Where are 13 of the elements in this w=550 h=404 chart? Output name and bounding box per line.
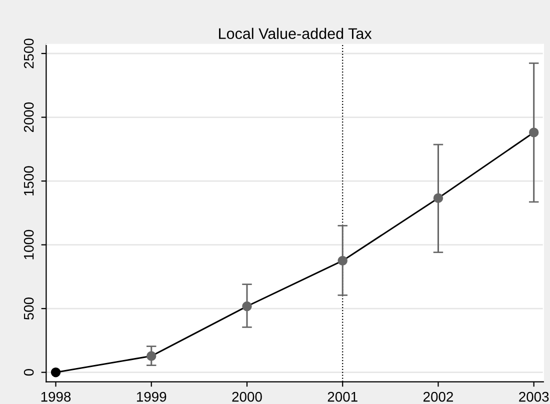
chart-title: Local Value-added Tax: [219, 28, 372, 40]
x-tick-label: 1998: [41, 392, 71, 402]
x-tick-label: 2002: [423, 392, 453, 402]
y-tick-label: 2500: [24, 38, 34, 68]
x-tick-label: 2003: [519, 392, 549, 402]
y-tick-label: 2000: [24, 102, 34, 132]
x-tick-label: 2000: [232, 392, 262, 402]
x-tick-label: 1999: [136, 392, 166, 402]
y-tick-label: 0: [24, 369, 34, 376]
y-tick-label: 1500: [24, 166, 34, 196]
y-tick-label: 500: [24, 298, 34, 320]
x-tick-label: 2001: [328, 392, 358, 402]
y-tick-label: 1000: [24, 230, 34, 260]
